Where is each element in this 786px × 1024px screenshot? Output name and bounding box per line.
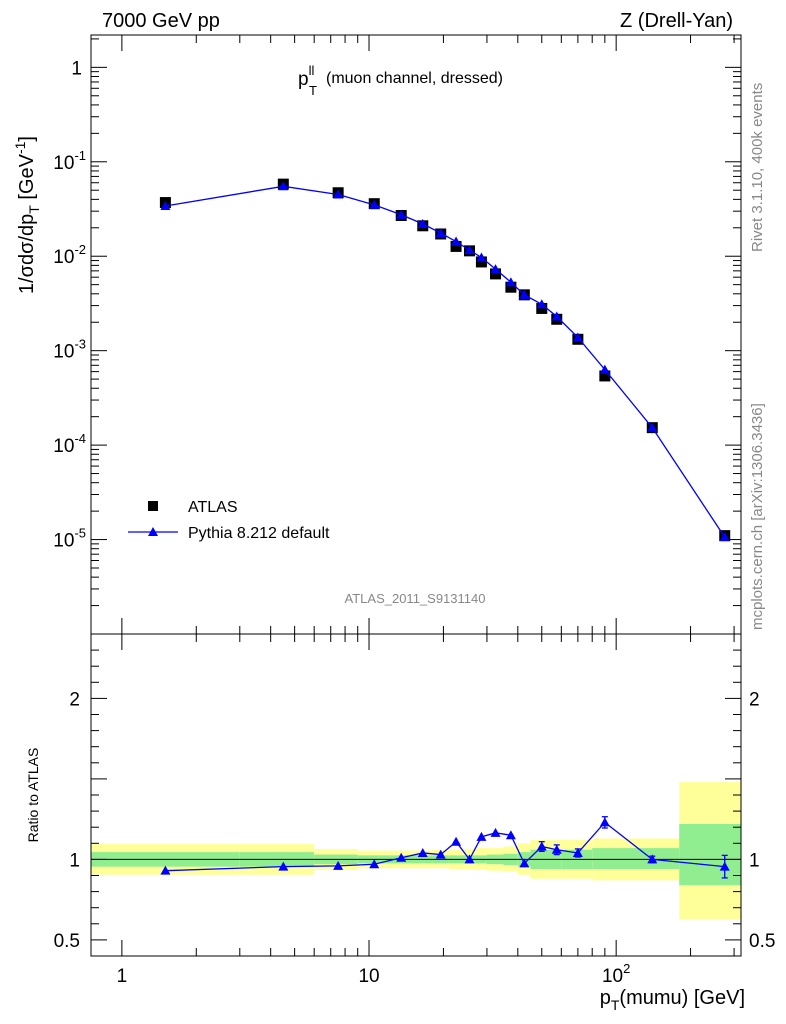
atlas-point (475, 256, 487, 268)
ratio-uncertainty-bands (91, 782, 741, 919)
ratio-point (647, 854, 658, 864)
ratio-point (333, 860, 344, 870)
ratio-point (536, 841, 547, 851)
ratio-point (396, 852, 407, 862)
main-title-sub: T (309, 83, 317, 98)
ratio-point (464, 854, 475, 864)
ratio-point (719, 861, 730, 871)
ratio-point (490, 827, 501, 837)
pythia-point (160, 201, 171, 211)
legend-atlas-marker (148, 501, 158, 511)
header-left: 7000 GeV pp (102, 10, 220, 32)
ratio-point (551, 844, 562, 854)
pythia-point (519, 289, 530, 299)
pythia-point (599, 364, 610, 374)
main-panel: 1 10-1 10-2 10-3 10-4 10-5 pll T (muon channe… (12, 34, 742, 635)
pythia-point (505, 277, 516, 287)
pythia-point (551, 311, 562, 321)
ratio-band-inner (679, 823, 741, 886)
ratio-ylabel: Ratio to ATLAS (25, 748, 41, 843)
legend-mc-label: Pythia 8.212 default (188, 525, 330, 542)
xtick-label: 1 (117, 966, 128, 987)
main-frame (90, 34, 742, 635)
pythia-point (396, 209, 407, 219)
header-right: Z (Drell-Yan) (620, 10, 733, 32)
pythia-point (476, 252, 487, 262)
main-title: pll (298, 63, 314, 90)
main-ytick-label: 10-4 (53, 431, 86, 457)
pythia-point (719, 532, 730, 542)
main-plot-marks (159, 178, 731, 542)
atlas-point (450, 240, 462, 252)
ratio-point (369, 859, 380, 869)
ratio-point (505, 830, 516, 840)
main-title-rest: (muon channel, dressed) (326, 70, 503, 87)
xtick-label: 102 (602, 961, 630, 987)
ratio-axis-ticks: 0.5 0.5 1 1 2 2 1 10 102 (54, 634, 775, 987)
main-ytick-label: 10-3 (53, 337, 86, 363)
ratio-point (435, 849, 446, 859)
ratio-point (417, 847, 428, 857)
pythia-point (536, 299, 547, 309)
main-axis-ticks: 1 10-1 10-2 10-3 10-4 10-5 (53, 35, 741, 635)
ratio-frame (90, 633, 742, 957)
ratio-xlabel: pT(mumu) [GeV] (600, 987, 745, 1013)
main-ytick-label: 10-5 (53, 526, 86, 552)
atlas-point (599, 370, 611, 382)
ratio-ytick-label-right: 1 (749, 850, 760, 871)
side-label-bottom: mcplots.cern.ch [arXiv:1306.3436] (749, 403, 766, 630)
atlas-point (490, 268, 502, 280)
pythia-point (278, 181, 289, 191)
ratio-ytick-label-left: 1 (69, 850, 80, 871)
ratio-point (160, 865, 171, 875)
ratio-plot-marks (160, 816, 730, 879)
ratio-xlabel-rest: (mumu) [GeV] (619, 987, 745, 1009)
pythia-point (417, 218, 428, 228)
main-ytick-label: 10-1 (53, 148, 86, 174)
ratio-ytick-label-left: 2 (69, 689, 80, 710)
main-title-sup: ll (309, 63, 315, 78)
ratio-point (599, 817, 610, 827)
ratio-point (451, 836, 462, 846)
ratio-point (572, 847, 583, 857)
main-ytick-label: 10-2 (53, 242, 86, 268)
pythia-point (451, 236, 462, 246)
ratio-ytick-label-left: 0.5 (54, 931, 80, 952)
pythia-point (333, 189, 344, 199)
legend-atlas-label: ATLAS (188, 499, 238, 516)
ratio-xlabel-p: p (600, 987, 611, 1009)
atlas-point (505, 281, 517, 293)
ratio-band-inner (592, 848, 680, 870)
ratio-panel: 0.5 0.5 1 1 2 2 1 10 102 Ratio to ATLAS pT(mumu)… (25, 633, 775, 1013)
ratio-ytick-label-right: 2 (749, 689, 760, 710)
main-ytick-label: 1 (71, 58, 82, 79)
atlas-point (536, 302, 548, 314)
pythia-point (369, 199, 380, 209)
pythia-point (464, 245, 475, 255)
xtick-label: 10 (358, 966, 379, 987)
ratio-point (278, 861, 289, 871)
svg-text:1/σdσ/dpT [GeV-1]: 1/σdσ/dpT [GeV-1] (12, 136, 42, 294)
ratio-point (519, 858, 530, 868)
main-title-p: p (298, 69, 309, 90)
watermark: ATLAS_2011_S9131140 (345, 591, 486, 606)
main-ylabel: 1/σdσ/dpT [GeV-1] (12, 136, 42, 294)
ratio-xlabel-sub: T (611, 997, 620, 1013)
ratio-ytick-label-right: 0.5 (749, 931, 775, 952)
pythia-point (435, 228, 446, 238)
legend-mc-marker (148, 527, 158, 536)
ratio-point (476, 831, 487, 841)
legend: ATLAS Pythia 8.212 default (128, 499, 330, 542)
side-label-top: Rivet 3.1.10, 400k events (749, 83, 766, 252)
pythia-point (647, 422, 658, 432)
pythia-point (572, 332, 583, 342)
pythia-point (490, 264, 501, 274)
